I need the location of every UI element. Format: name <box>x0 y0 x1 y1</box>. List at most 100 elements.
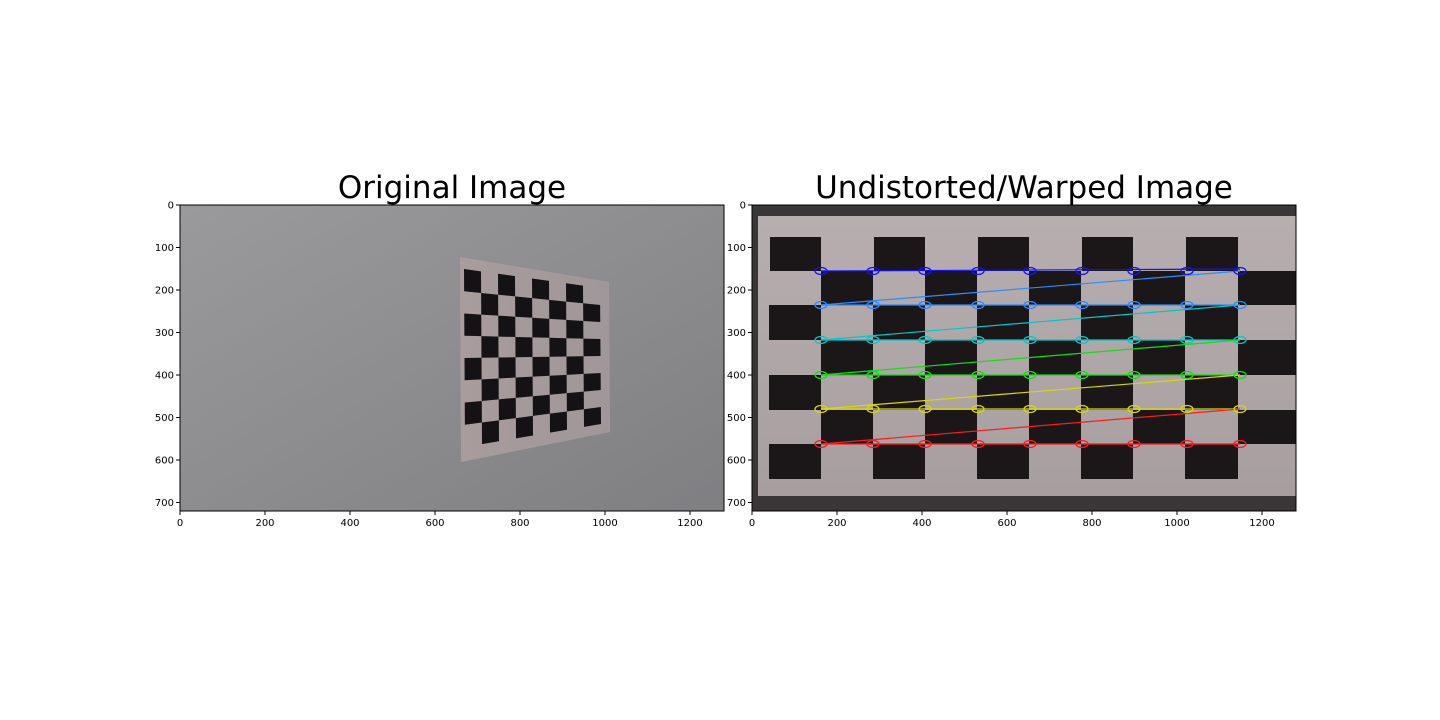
y-tick-label: 400 <box>727 371 746 382</box>
corner-marker <box>1233 439 1247 449</box>
checker-square <box>532 394 550 416</box>
warped-checker-square <box>1081 305 1133 340</box>
warped-checker-square <box>873 444 925 479</box>
y-tick-label: 300 <box>727 328 746 339</box>
y-tick-label: 200 <box>727 286 746 297</box>
corner-connector-line <box>820 270 1241 306</box>
x-tick-label: 400 <box>340 518 359 529</box>
corner-marker <box>971 335 985 345</box>
corner-marker <box>1180 439 1194 449</box>
detected-corners <box>814 266 1247 449</box>
corner-marker <box>814 335 828 345</box>
checker-square <box>583 373 601 392</box>
warped-checker-square <box>978 237 1029 271</box>
checker-square <box>583 338 601 357</box>
x-tick-label: 400 <box>912 518 931 529</box>
checker-square <box>566 356 584 375</box>
corner-marker <box>1233 300 1247 310</box>
corner-marker <box>1075 370 1089 380</box>
corner-marker <box>814 439 828 449</box>
corner-marker <box>1023 335 1037 345</box>
checker-square <box>498 273 516 297</box>
corner-marker <box>971 266 985 276</box>
corner-marker <box>1180 404 1194 414</box>
right-image <box>752 205 1296 511</box>
checker-square <box>532 278 550 300</box>
corner-marker <box>1127 335 1141 345</box>
warped-checker-square <box>874 237 925 271</box>
corner-marker <box>1233 370 1247 380</box>
right-panel-title: Undistorted/Warped Image <box>815 170 1233 206</box>
corner-marker <box>1075 404 1089 414</box>
warped-checker-square <box>1185 305 1238 340</box>
warped-checker-square <box>977 444 1029 479</box>
corner-marker <box>918 404 932 414</box>
checker-square <box>515 376 533 398</box>
corner-marker <box>1023 300 1037 310</box>
checker-square <box>566 319 584 339</box>
checker-square <box>515 415 533 439</box>
corner-marker <box>971 300 985 310</box>
checker-square <box>583 407 601 427</box>
y-tick-label: 0 <box>168 201 174 212</box>
checker-square <box>549 374 567 395</box>
warped-checker-square <box>1081 444 1133 479</box>
corner-marker <box>1180 370 1194 380</box>
corner-connector-line <box>820 339 1241 376</box>
checker-square <box>515 336 533 358</box>
warped-checker-square <box>925 410 977 444</box>
checker-square <box>532 317 550 338</box>
y-tick-label: 400 <box>155 371 174 382</box>
warped-checker-square <box>1082 237 1133 271</box>
checker-square <box>464 400 482 425</box>
corner-marker <box>1233 404 1247 414</box>
corner-marker <box>1127 266 1141 276</box>
checker-square <box>498 315 516 337</box>
corner-marker <box>1180 335 1194 345</box>
corner-marker <box>918 439 932 449</box>
x-tick-label: 600 <box>997 518 1016 529</box>
warped-checker-square <box>1029 410 1081 444</box>
corner-marker <box>1180 300 1194 310</box>
corner-marker <box>1233 266 1247 276</box>
warped-checker-square <box>925 271 977 305</box>
corner-marker <box>866 370 880 380</box>
x-tick-label: 1000 <box>1164 518 1189 529</box>
checker-square <box>515 296 533 318</box>
corner-marker <box>1233 335 1247 345</box>
checker-square <box>481 292 499 316</box>
x-tick-label: 1000 <box>592 518 617 529</box>
corner-marker <box>866 335 880 345</box>
right-axes-frame <box>751 204 1297 512</box>
y-tick-label: 100 <box>727 243 746 254</box>
corner-marker <box>814 370 828 380</box>
corner-connector-line <box>820 304 1241 341</box>
warped-checker-square <box>769 305 821 340</box>
y-tick-label: 100 <box>155 243 174 254</box>
y-tick-label: 500 <box>727 413 746 424</box>
y-tick-label: 200 <box>155 286 174 297</box>
y-tick-label: 600 <box>727 456 746 467</box>
corner-marker <box>814 266 828 276</box>
x-tick-label: 0 <box>749 518 755 529</box>
corner-marker <box>1075 300 1089 310</box>
x-tick-label: 200 <box>255 518 274 529</box>
corner-marker <box>1075 439 1089 449</box>
corner-marker <box>918 335 932 345</box>
warped-checker-square <box>821 271 873 305</box>
corner-marker <box>1180 266 1194 276</box>
left-panel-title: Original Image <box>337 170 567 206</box>
x-tick-label: 1200 <box>677 518 702 529</box>
x-tick-label: 600 <box>425 518 444 529</box>
corner-marker <box>866 404 880 414</box>
corner-marker <box>814 404 828 414</box>
left-image <box>180 205 724 511</box>
corner-marker <box>866 300 880 310</box>
warped-checker-square <box>1185 444 1238 479</box>
corner-marker <box>1023 404 1037 414</box>
warped-checker-square <box>770 237 821 271</box>
corner-marker <box>918 300 932 310</box>
checker-square <box>566 283 584 304</box>
y-tick-label: 0 <box>740 201 746 212</box>
